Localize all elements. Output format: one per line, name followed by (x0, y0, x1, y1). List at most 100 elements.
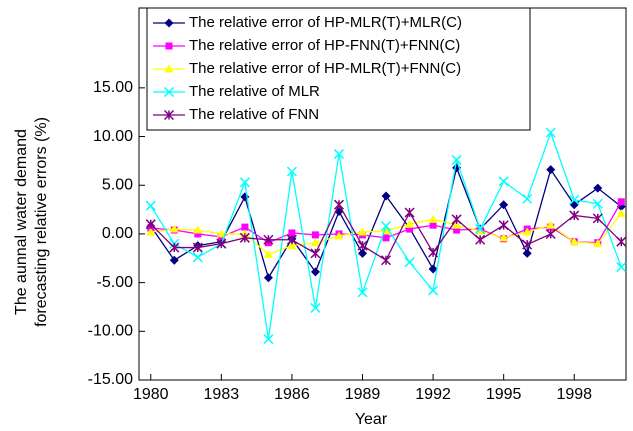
marker (451, 154, 462, 165)
legend-label: The relative error of HP-FNN(T)+FNN(C) (189, 37, 460, 54)
marker (405, 219, 415, 228)
marker (288, 229, 296, 237)
marker (192, 242, 203, 253)
marker (522, 193, 533, 204)
marker (498, 220, 509, 231)
marker (593, 239, 603, 248)
legend-label: The relative of FNN (189, 106, 319, 123)
marker (311, 231, 319, 239)
x-tick-label: 1980 (133, 386, 169, 403)
marker (287, 241, 297, 250)
y-tick-label: 10.00 (93, 128, 133, 145)
marker (592, 198, 603, 209)
y-tick-label: 0.00 (102, 225, 133, 242)
marker (263, 249, 273, 258)
marker (163, 109, 175, 121)
marker (499, 233, 509, 242)
marker (263, 334, 274, 345)
legend-box (146, 7, 531, 131)
x-axis-label: Year (355, 411, 388, 428)
marker (286, 166, 297, 177)
marker (451, 214, 462, 225)
marker (522, 248, 532, 258)
y-tick-label: 5.00 (102, 176, 133, 193)
marker (145, 200, 156, 211)
legend: The relative error of HP-MLR(T)+MLR(C) Th… (146, 7, 531, 131)
marker (164, 64, 174, 73)
marker (545, 228, 556, 239)
marker (616, 208, 626, 217)
marker (592, 213, 603, 224)
marker (310, 267, 320, 277)
legend-label: The relative of MLR (189, 83, 320, 100)
x-tick-label: 1992 (415, 386, 451, 403)
y-tick-label: -5.00 (97, 274, 134, 291)
marker (404, 257, 415, 268)
marker (216, 229, 226, 238)
x-tick-label: 1983 (204, 386, 240, 403)
marker (381, 191, 391, 201)
marker (569, 237, 579, 246)
marker (429, 221, 437, 229)
marker (617, 198, 625, 206)
x-tick-label: 1989 (345, 386, 381, 403)
marker (380, 221, 392, 232)
marker (522, 239, 533, 250)
marker (569, 210, 580, 221)
marker (169, 242, 180, 253)
marker (453, 226, 461, 234)
marker (616, 236, 627, 247)
marker (357, 240, 368, 251)
y-tick-label: -10.00 (88, 323, 133, 340)
marker (239, 177, 250, 188)
marker (522, 227, 532, 236)
marker (241, 223, 249, 231)
marker (333, 149, 345, 160)
y-tick-label: 15.00 (93, 79, 133, 96)
marker (333, 199, 345, 210)
marker (428, 247, 439, 258)
marker (382, 234, 390, 242)
legend-label: The relative error of HP-MLR(T)+MLR(C) (189, 14, 462, 31)
marker (569, 200, 579, 210)
marker (406, 225, 414, 233)
marker (498, 176, 509, 187)
y-tick-label: -15.00 (88, 371, 133, 388)
marker (334, 231, 344, 240)
x-tick-label: 1986 (274, 386, 310, 403)
marker (616, 262, 627, 273)
marker (546, 220, 556, 229)
marker (263, 273, 273, 283)
x-tick-label: 1995 (486, 386, 522, 403)
marker (169, 224, 179, 233)
marker (145, 219, 156, 230)
marker (357, 287, 368, 298)
marker (428, 285, 439, 296)
marker (239, 232, 250, 243)
marker (452, 220, 462, 229)
marker (358, 248, 368, 258)
y-axis-label: forecasting relative errors (%) (33, 117, 50, 327)
marker (546, 165, 556, 175)
marker (428, 264, 438, 274)
marker (286, 234, 297, 245)
marker (164, 18, 174, 28)
marker (475, 224, 486, 235)
marker (358, 227, 368, 236)
marker (428, 214, 438, 223)
marker (193, 225, 203, 234)
marker (163, 86, 175, 98)
marker (380, 255, 392, 266)
marker (310, 238, 320, 247)
marker (216, 238, 227, 249)
marker (263, 234, 274, 245)
y-axis-label: The aunnal water demand (13, 129, 30, 315)
marker (569, 194, 580, 205)
marker (165, 42, 173, 50)
marker (192, 252, 203, 263)
marker (499, 200, 509, 210)
marker (545, 127, 556, 138)
marker (404, 207, 415, 218)
marker (169, 255, 179, 265)
